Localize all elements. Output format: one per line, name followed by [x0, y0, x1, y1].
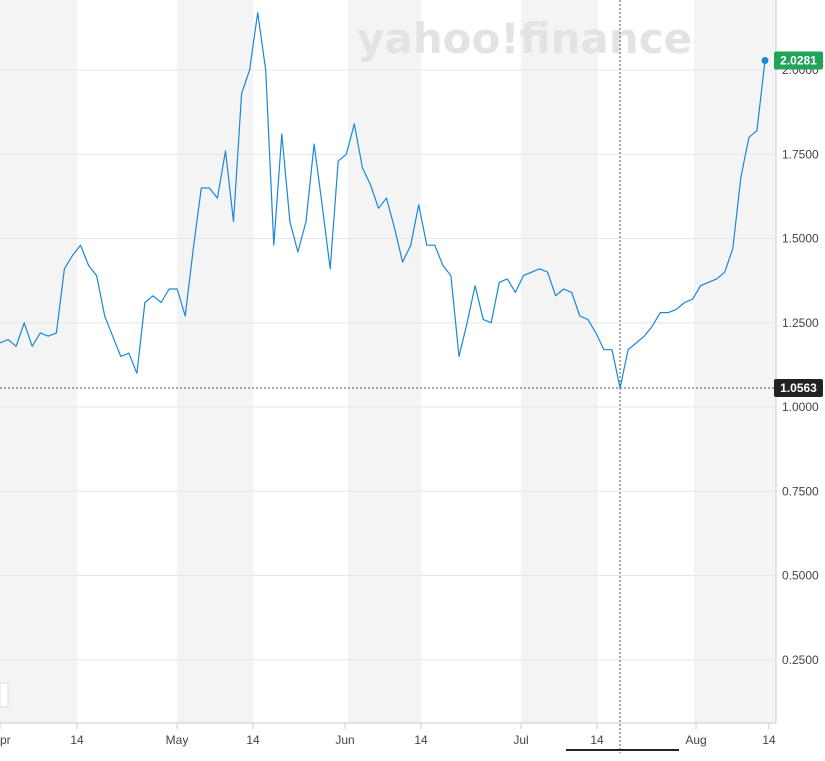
grid-lines [0, 69, 776, 661]
band-0 [0, 0, 77, 723]
band-3 [521, 0, 598, 723]
series-line[interactable] [0, 12, 766, 389]
x-tick-label: 14 [70, 733, 84, 747]
y-axis-tick-labels: 0.2500 0.5000 0.7500 1.0000 1.2500 1.5000 1.75… [782, 63, 819, 667]
axes [0, 0, 777, 724]
last-point-marker [761, 57, 769, 65]
x-tick-label: 14 [414, 733, 428, 747]
y-tick-label: 0.7500 [782, 484, 819, 498]
left-edge-control[interactable] [0, 682, 9, 708]
y-tick-label: 1.5000 [782, 232, 819, 246]
crosshair-value-badge: 1.0563 [780, 381, 817, 395]
band-1 [177, 0, 253, 723]
last-value-badge: 2.0281 [780, 54, 817, 68]
x-tick-label: 14 [762, 733, 776, 747]
price-series[interactable] [0, 12, 769, 389]
crosshair [0, 0, 776, 753]
week-bands [0, 0, 776, 723]
y-tick-label: 1.7500 [782, 147, 819, 161]
x-tick-label: May [166, 733, 189, 747]
x-axis-tick-labels: pr 14 May 14 Jun 14 Jul 14 Aug 14 [0, 723, 776, 747]
x-tick-label: 14 [246, 733, 260, 747]
y-tick-label: 0.5000 [782, 569, 819, 583]
y-tick-label: 1.2500 [782, 316, 819, 330]
y-tick-label: 1.0000 [782, 400, 819, 414]
x-tick-label: pr [0, 733, 11, 747]
x-tick-label: Jun [335, 733, 354, 747]
value-badges: 2.0281 1.0563 [774, 51, 823, 398]
band-4 [694, 0, 776, 723]
y-tick-label: 0.2500 [782, 653, 819, 667]
x-tick-label: 14 [590, 733, 604, 747]
x-tick-label: Jul [513, 733, 528, 747]
band-2 [348, 0, 421, 723]
range-selector-handle[interactable] [566, 749, 679, 751]
yahoo-finance-watermark: yahoo!finance [357, 14, 692, 63]
crosshair-value-badge-background [774, 379, 823, 398]
x-tick-label: Aug [685, 733, 706, 747]
last-value-badge-background [774, 51, 823, 70]
